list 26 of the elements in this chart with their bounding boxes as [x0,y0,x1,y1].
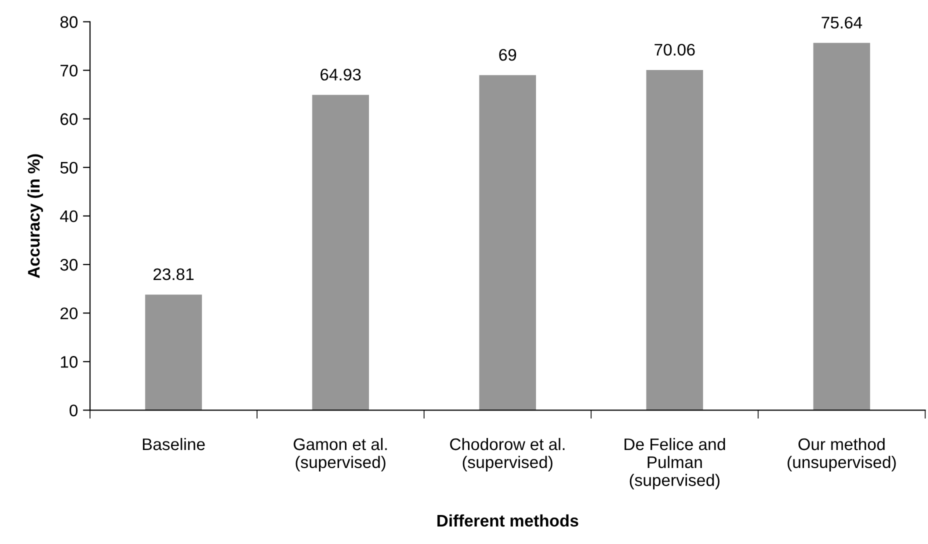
y-tick-label: 80 [60,16,78,28]
data-label: 69 [499,48,516,61]
data-label: 23.81 [154,268,194,280]
bar [145,294,202,410]
bar [813,42,870,410]
bar [479,75,536,410]
y-tick-label: 20 [60,307,78,320]
x-tick-label: De Felice and Pulman (supervised) [624,438,725,490]
data-label: 75.64 [822,16,862,29]
y-tick-label: 30 [60,258,78,271]
x-tick-label: Gamon et al. (supervised) [294,438,387,472]
y-axis-title: Accuracy (in %) [27,154,44,278]
x-tick-label: Our method (unsupervised) [788,438,896,472]
x-axis-title: Different methods [437,514,578,527]
y-tick-label: 60 [60,113,78,126]
bar [312,94,369,410]
y-tick-label: 10 [60,356,78,368]
y-tick-label: 50 [60,162,78,174]
data-label: 64.93 [320,68,361,81]
y-tick-label: 40 [60,210,78,222]
bar [646,70,704,410]
y-tick-label: 0 [70,404,78,416]
x-tick-label: Chodorow et al. (supervised) [450,438,564,472]
x-tick-label: Baseline [142,438,205,450]
y-tick-label: 70 [60,64,78,77]
data-label: 70.06 [654,44,695,56]
